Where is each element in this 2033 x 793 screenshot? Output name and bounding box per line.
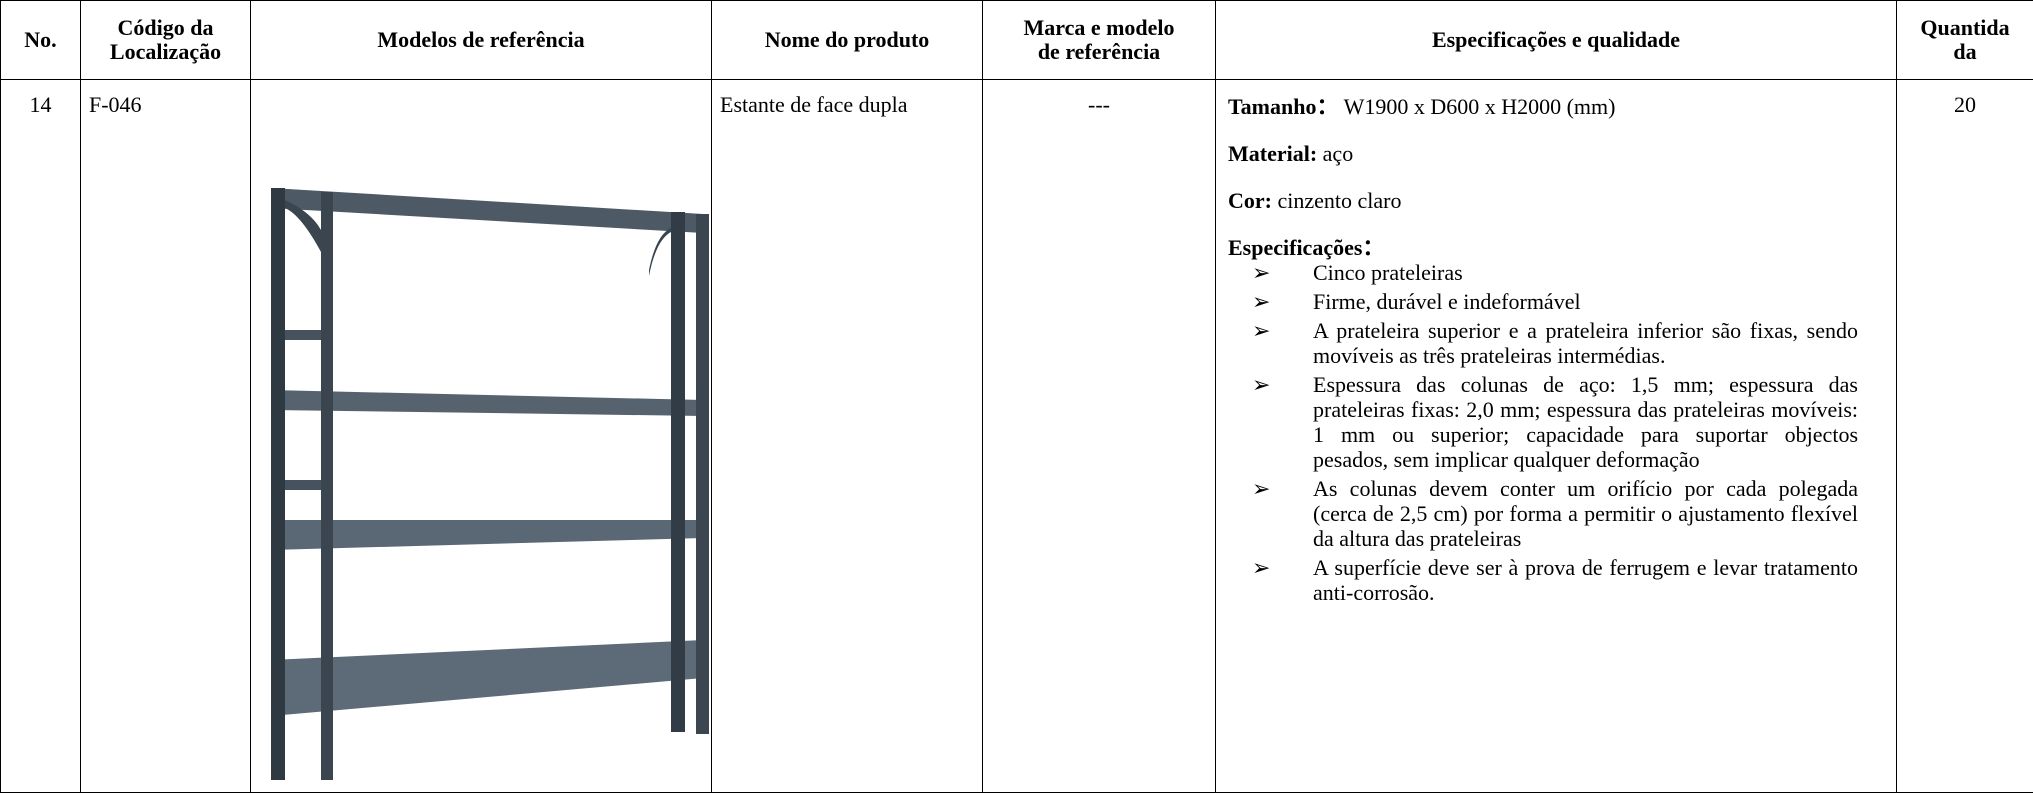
header-text: Modelos de referência	[377, 27, 584, 52]
header-text: Marca e modelo	[1023, 15, 1174, 40]
quantity-cell: 20	[1897, 80, 2033, 793]
header-text: de referência	[1038, 39, 1160, 64]
brand-cell: ---	[983, 80, 1216, 793]
header-text: Nome do produto	[765, 27, 930, 52]
body-row: 14 F-046 Estante de face dupla --- Taman…	[1, 80, 2033, 793]
code: F-046	[89, 92, 142, 117]
name-cell: Estante de face dupla	[712, 80, 983, 793]
spec-item: Firme, durável e indeformável	[1238, 289, 1858, 314]
brand: ---	[1088, 92, 1110, 117]
shelf-image	[251, 80, 709, 780]
header-cell: No.	[1, 1, 81, 80]
spec-label: Especificações：	[1228, 235, 1384, 260]
spec-cell: Tamanho： W1900 x D600 x H2000 (mm) Mater…	[1216, 80, 1897, 793]
image-cell	[251, 80, 712, 793]
header-cell: Especificações e qualidade	[1216, 1, 1897, 80]
header-text: Especificações e qualidade	[1432, 27, 1680, 52]
spec-item: As colunas devem conter um orifício por …	[1238, 476, 1858, 551]
spec-list: Cinco prateleiras Firme, durável e indef…	[1228, 260, 1888, 605]
shelf-drawing	[271, 188, 709, 780]
spec-value: W1900 x D600 x H2000 (mm)	[1344, 94, 1616, 119]
number-cell: 14	[1, 80, 81, 793]
header-cell: Modelos de referência	[251, 1, 712, 80]
spec-label: Material:	[1228, 141, 1317, 166]
number: 14	[30, 92, 52, 117]
header-text: No.	[24, 27, 56, 52]
header-text: Localização	[110, 39, 221, 64]
spec-item: Cinco prateleiras	[1238, 260, 1858, 285]
spec-value: cinzento claro	[1277, 188, 1401, 213]
product-name: Estante de face dupla	[720, 92, 908, 117]
spec-item: A prateleira superior e a prateleira inf…	[1238, 318, 1858, 368]
header-text: Quantida	[1920, 15, 2009, 40]
spec-label: Cor:	[1228, 188, 1272, 213]
code-cell: F-046	[81, 80, 251, 793]
spec-value: aço	[1323, 141, 1354, 166]
header-cell: Nome do produto	[712, 1, 983, 80]
header-text: Código da	[118, 15, 214, 40]
spec-label: Tamanho：	[1228, 94, 1338, 119]
spec-item: A superfície deve ser à prova de ferruge…	[1238, 555, 1858, 605]
header-text: da	[1953, 39, 1976, 64]
spec-item: Espessura das colunas de aço: 1,5 mm; es…	[1238, 372, 1858, 472]
quantity: 20	[1954, 92, 1976, 117]
